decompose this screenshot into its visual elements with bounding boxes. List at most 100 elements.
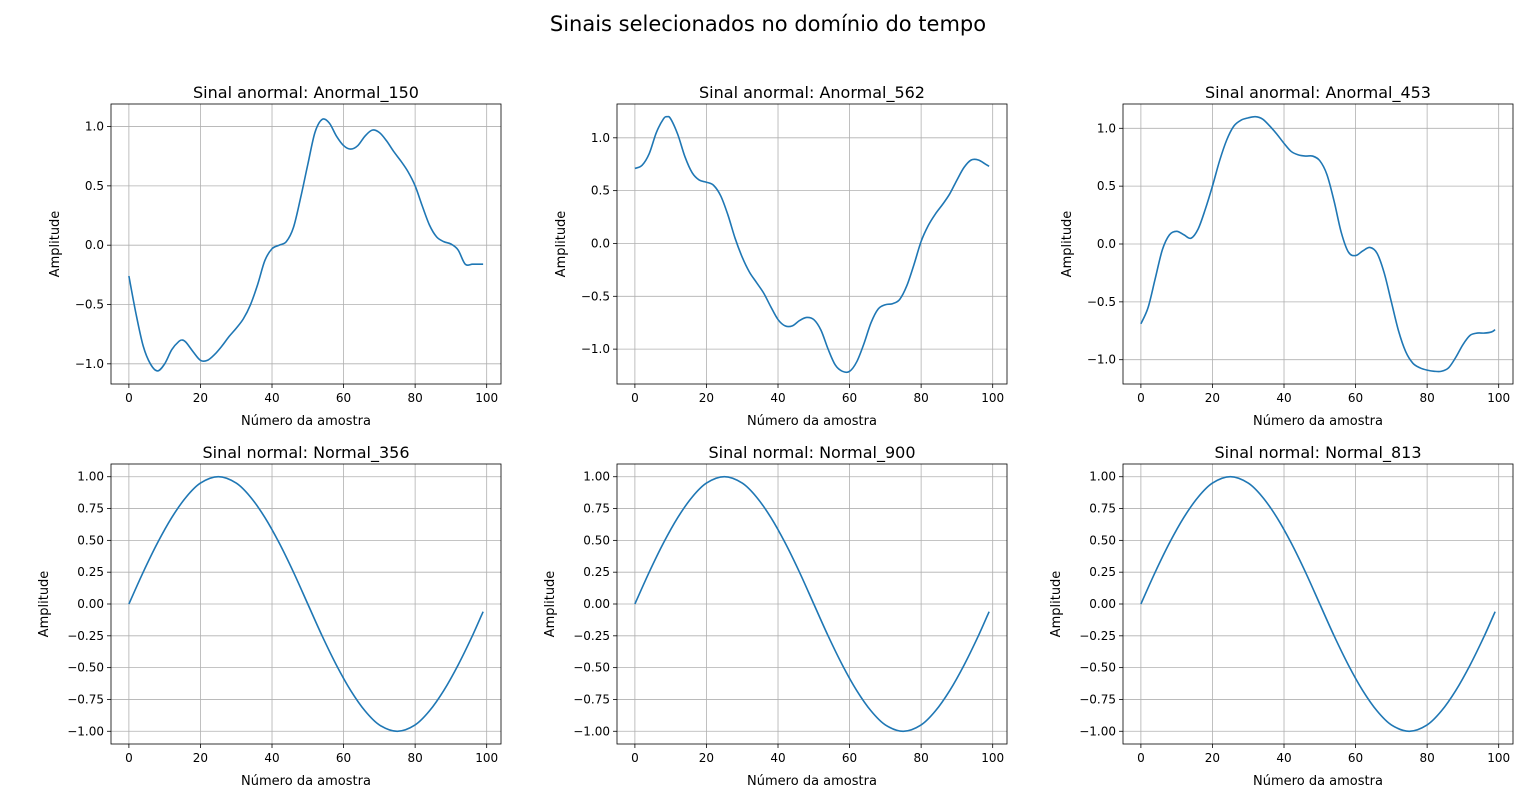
x-tick-label: 0	[1137, 751, 1145, 765]
subplot-4: 0 20 40 60 80 100 −1.00 −0.75 −0.50 −0.25 0.00 0.25…	[37, 443, 502, 789]
x-tick-label: 60	[842, 751, 857, 765]
figure-title: Sinais selecionados no domínio do tempo	[549, 12, 987, 36]
y-tick-label: 0.5	[85, 179, 104, 193]
y-tick-label: 0.50	[1089, 533, 1116, 547]
x-tick-label: 60	[1348, 391, 1363, 405]
y-tick-label: −1.0	[75, 357, 104, 371]
x-tick-label: 40	[1276, 751, 1291, 765]
y-tick-label: 1.0	[591, 131, 610, 145]
x-tick-label: 40	[264, 751, 279, 765]
x-tick-label: 20	[1205, 751, 1220, 765]
y-tick-label: 0.00	[1089, 597, 1116, 611]
y-tick-label: −1.0	[581, 342, 610, 356]
y-tick-label: 0.75	[1089, 502, 1116, 516]
y-tick-label: −0.50	[573, 661, 610, 675]
y-tick-label: 0.5	[591, 184, 610, 198]
x-axis-label: Número da amostra	[1253, 414, 1383, 429]
x-tick-label: 20	[193, 751, 208, 765]
y-axis-label: Amplitude	[1060, 211, 1075, 278]
y-tick-label: −1.00	[67, 724, 104, 738]
y-axis-label: Amplitude	[543, 571, 558, 638]
x-tick-label: 40	[770, 391, 785, 405]
x-tick-label: 60	[336, 391, 351, 405]
y-tick-label: 0.50	[77, 533, 104, 547]
x-tick-label: 100	[981, 391, 1004, 405]
y-tick-label: −1.00	[573, 724, 610, 738]
series-line-1	[128, 475, 484, 733]
x-tick-label: 80	[1419, 751, 1434, 765]
axes-frame	[1122, 103, 1514, 385]
y-tick-label: 0.0	[591, 236, 610, 250]
x-axis-label: Número da amostra	[241, 414, 371, 429]
y-tick-label: −0.5	[75, 298, 104, 312]
x-tick-label: 20	[699, 391, 714, 405]
y-tick-label: 0.25	[1089, 565, 1116, 579]
y-tick-label: −0.50	[1079, 661, 1116, 675]
y-tick-label: 0.75	[583, 502, 610, 516]
y-tick-label: −0.50	[67, 661, 104, 675]
y-tick-label: −0.25	[67, 629, 104, 643]
x-tick-label: 40	[770, 751, 785, 765]
x-tick-label: 60	[1348, 751, 1363, 765]
x-tick-label: 60	[336, 751, 351, 765]
subplot-title: Sinal anormal: Anormal_453	[1205, 83, 1431, 103]
y-tick-label: −0.25	[573, 629, 610, 643]
x-tick-label: 80	[1419, 391, 1434, 405]
y-tick-label: 0.75	[77, 502, 104, 516]
subplot-title: Sinal normal: Normal_356	[202, 443, 409, 463]
y-tick-label: 1.00	[1089, 470, 1116, 484]
subplot-title: Sinal normal: Normal_813	[1214, 443, 1421, 463]
subplot-3: 0 20 40 60 80 100 −1.0 −0.5 0.0 0.5 1.0 Sinal anorm…	[1060, 83, 1514, 429]
x-tick-label: 100	[981, 751, 1004, 765]
axes-frame	[110, 103, 502, 385]
subplot-5: 0 20 40 60 80 100 −1.00 −0.75 −0.50 −0.25 0.00 0.25…	[543, 443, 1008, 789]
axes-frame	[110, 463, 502, 745]
series-line-1	[128, 118, 484, 372]
subplot-title: Sinal normal: Normal_900	[708, 443, 915, 463]
x-tick-label: 40	[264, 391, 279, 405]
x-tick-label: 100	[475, 751, 498, 765]
x-axis-label: Número da amostra	[241, 774, 371, 789]
y-tick-label: −0.5	[581, 289, 610, 303]
series-line-1	[634, 115, 990, 374]
x-tick-label: 60	[842, 391, 857, 405]
x-tick-label: 80	[913, 391, 928, 405]
x-tick-label: 20	[699, 751, 714, 765]
x-axis-label: Número da amostra	[747, 414, 877, 429]
y-tick-label: −0.75	[1079, 692, 1116, 706]
axes-frame	[616, 463, 1008, 745]
x-tick-label: 100	[475, 391, 498, 405]
series-line-1	[634, 475, 990, 733]
y-axis-label: Amplitude	[554, 211, 569, 278]
y-tick-label: 1.00	[583, 470, 610, 484]
x-tick-label: 0	[631, 391, 639, 405]
subplot-1: 0 20 40 60 80 100 −1.0 −0.5 0.0 0.5 1.0 Sinal anorm…	[48, 83, 502, 429]
x-axis-label: Número da amostra	[1253, 774, 1383, 789]
subplot-6: 0 20 40 60 80 100 −1.00 −0.75 −0.50 −0.25 0.00 0.25…	[1049, 443, 1514, 789]
axes-frame	[1122, 463, 1514, 745]
y-tick-label: 1.0	[85, 120, 104, 134]
y-axis-label: Amplitude	[1049, 571, 1064, 638]
x-tick-label: 20	[1205, 391, 1220, 405]
y-tick-label: 0.00	[583, 597, 610, 611]
y-tick-label: 0.0	[85, 238, 104, 252]
y-tick-label: −1.0	[1087, 353, 1116, 367]
y-tick-label: −0.5	[1087, 295, 1116, 309]
y-tick-label: 0.25	[583, 565, 610, 579]
x-tick-label: 0	[631, 751, 639, 765]
x-tick-label: 0	[125, 751, 133, 765]
y-tick-label: 0.0	[1097, 237, 1116, 251]
x-axis-label: Número da amostra	[747, 774, 877, 789]
y-tick-label: −0.25	[1079, 629, 1116, 643]
y-tick-label: 1.00	[77, 470, 104, 484]
y-tick-label: 0.25	[77, 565, 104, 579]
y-tick-label: −0.75	[573, 692, 610, 706]
x-tick-label: 100	[1487, 751, 1510, 765]
y-tick-label: −1.00	[1079, 724, 1116, 738]
x-tick-label: 100	[1487, 391, 1510, 405]
series-line-1	[1140, 475, 1496, 733]
series-line-1	[1140, 115, 1496, 373]
subplot-title: Sinal anormal: Anormal_562	[699, 83, 925, 103]
x-tick-label: 80	[913, 751, 928, 765]
